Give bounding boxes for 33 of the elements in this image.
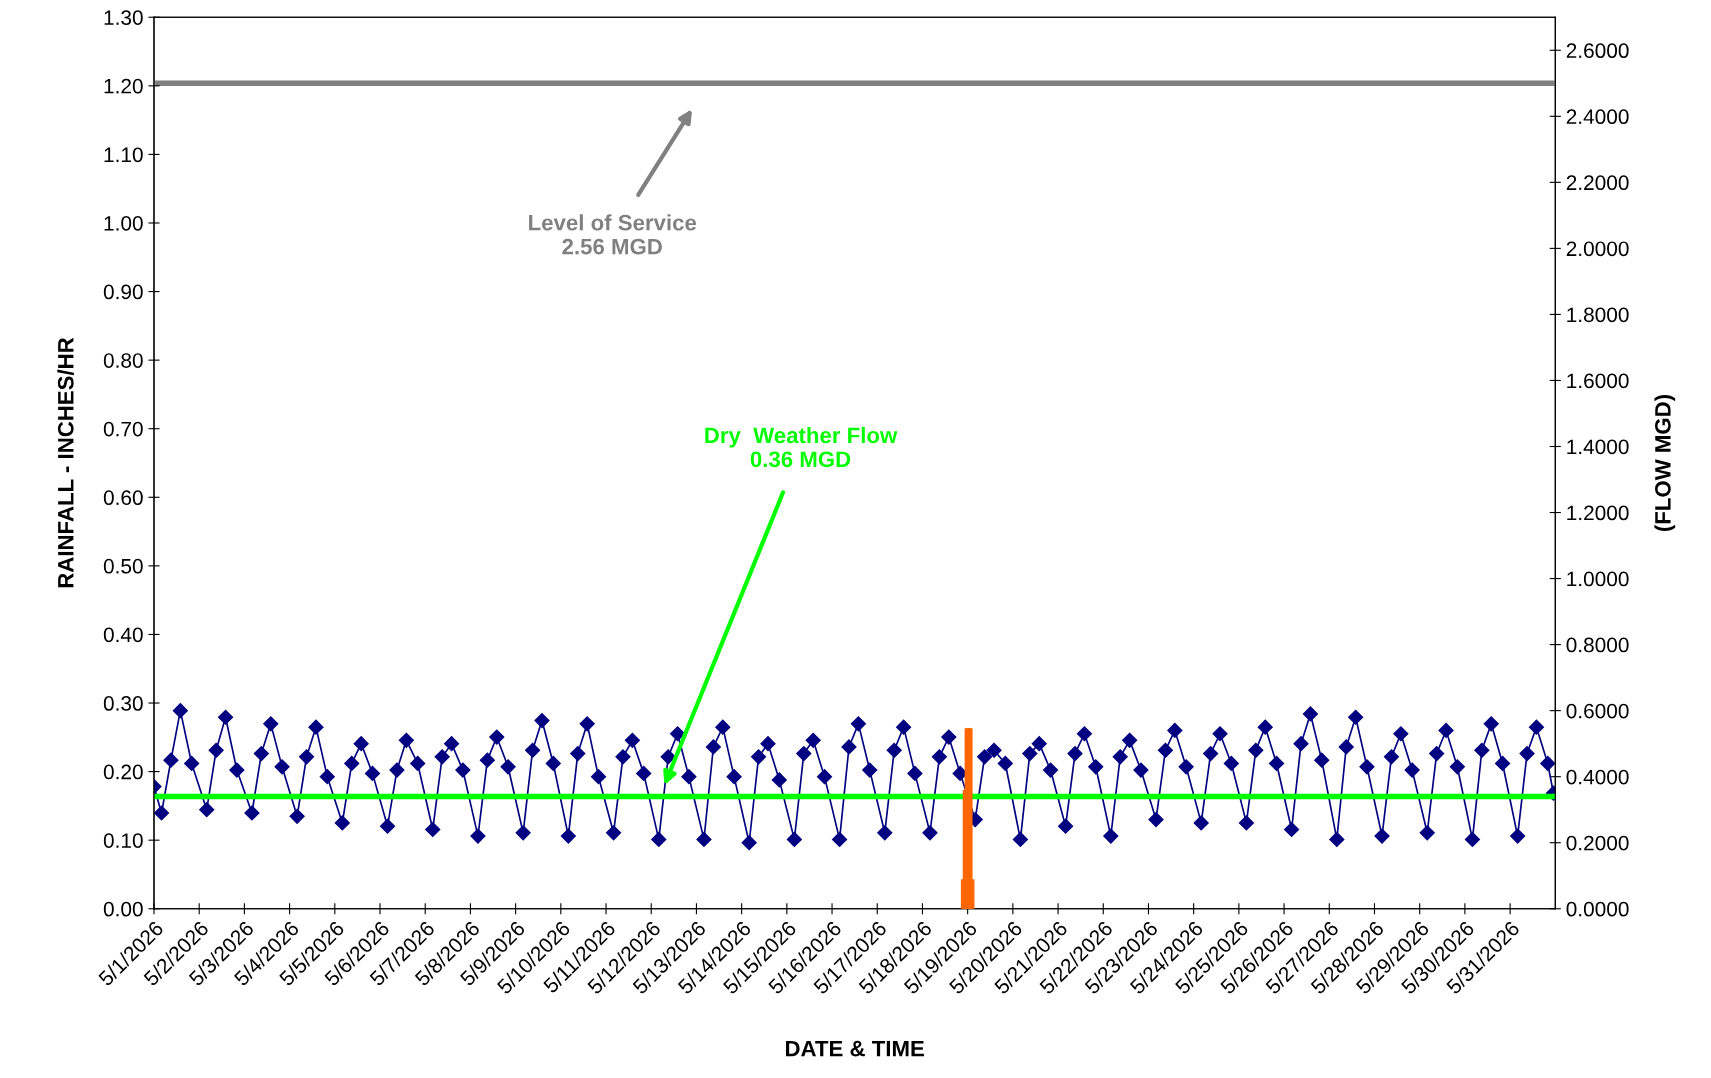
y2-tick-label: 1.2000 [1567,505,1629,521]
y2-tick-label: 1.0000 [1567,571,1629,587]
y-tick-label: 0.70 [103,421,143,437]
y-tick-label: 1.30 [104,10,143,25]
y2-tick-label: 2.0000 [1566,241,1629,257]
y-tick-label: 1.00 [104,215,143,231]
y2-axis-title: (FLOW MGD) [1654,394,1676,531]
y2-tick-label: 2.6000 [1566,43,1629,59]
y2-tick-label: 0.0000 [1566,901,1629,917]
y-tick-label: 1.10 [104,147,143,163]
y-tick-label: 0.40 [103,627,143,643]
y2-tick-label: 1.8000 [1567,307,1629,323]
y2-tick-label: 2.4000 [1566,109,1629,125]
y-axis-title: RAINFALL - INCHES/HR [57,337,74,588]
y-tick-label: 0.20 [103,764,143,780]
annotation: Level of Service 2.56 MGD [529,214,697,255]
annotation: Dry Weather Flow 0.36 MGD [705,426,898,468]
y-tick-label: 0.50 [103,558,143,574]
y2-tick-label: 2.2000 [1566,175,1629,191]
y-tick-label: 0.60 [103,490,143,506]
y-tick-label: 0.80 [103,353,143,368]
y2-tick-label: 0.6000 [1566,703,1629,719]
y-tick-label: 0.90 [103,284,143,300]
y2-tick-label: 1.6000 [1567,373,1629,389]
y-tick-label: 0.30 [103,696,143,711]
y-tick-label: 1.20 [104,78,143,94]
y2-tick-label: 0.4000 [1566,769,1629,785]
y2-tick-label: 0.2000 [1566,835,1629,851]
y-tick-label: 0.10 [103,833,143,848]
y-tick-label: 0.00 [103,901,143,917]
x-axis-title: DATE & TIME [785,1040,924,1057]
y2-tick-label: 1.4000 [1567,439,1629,455]
y2-tick-label: 0.8000 [1566,637,1629,653]
